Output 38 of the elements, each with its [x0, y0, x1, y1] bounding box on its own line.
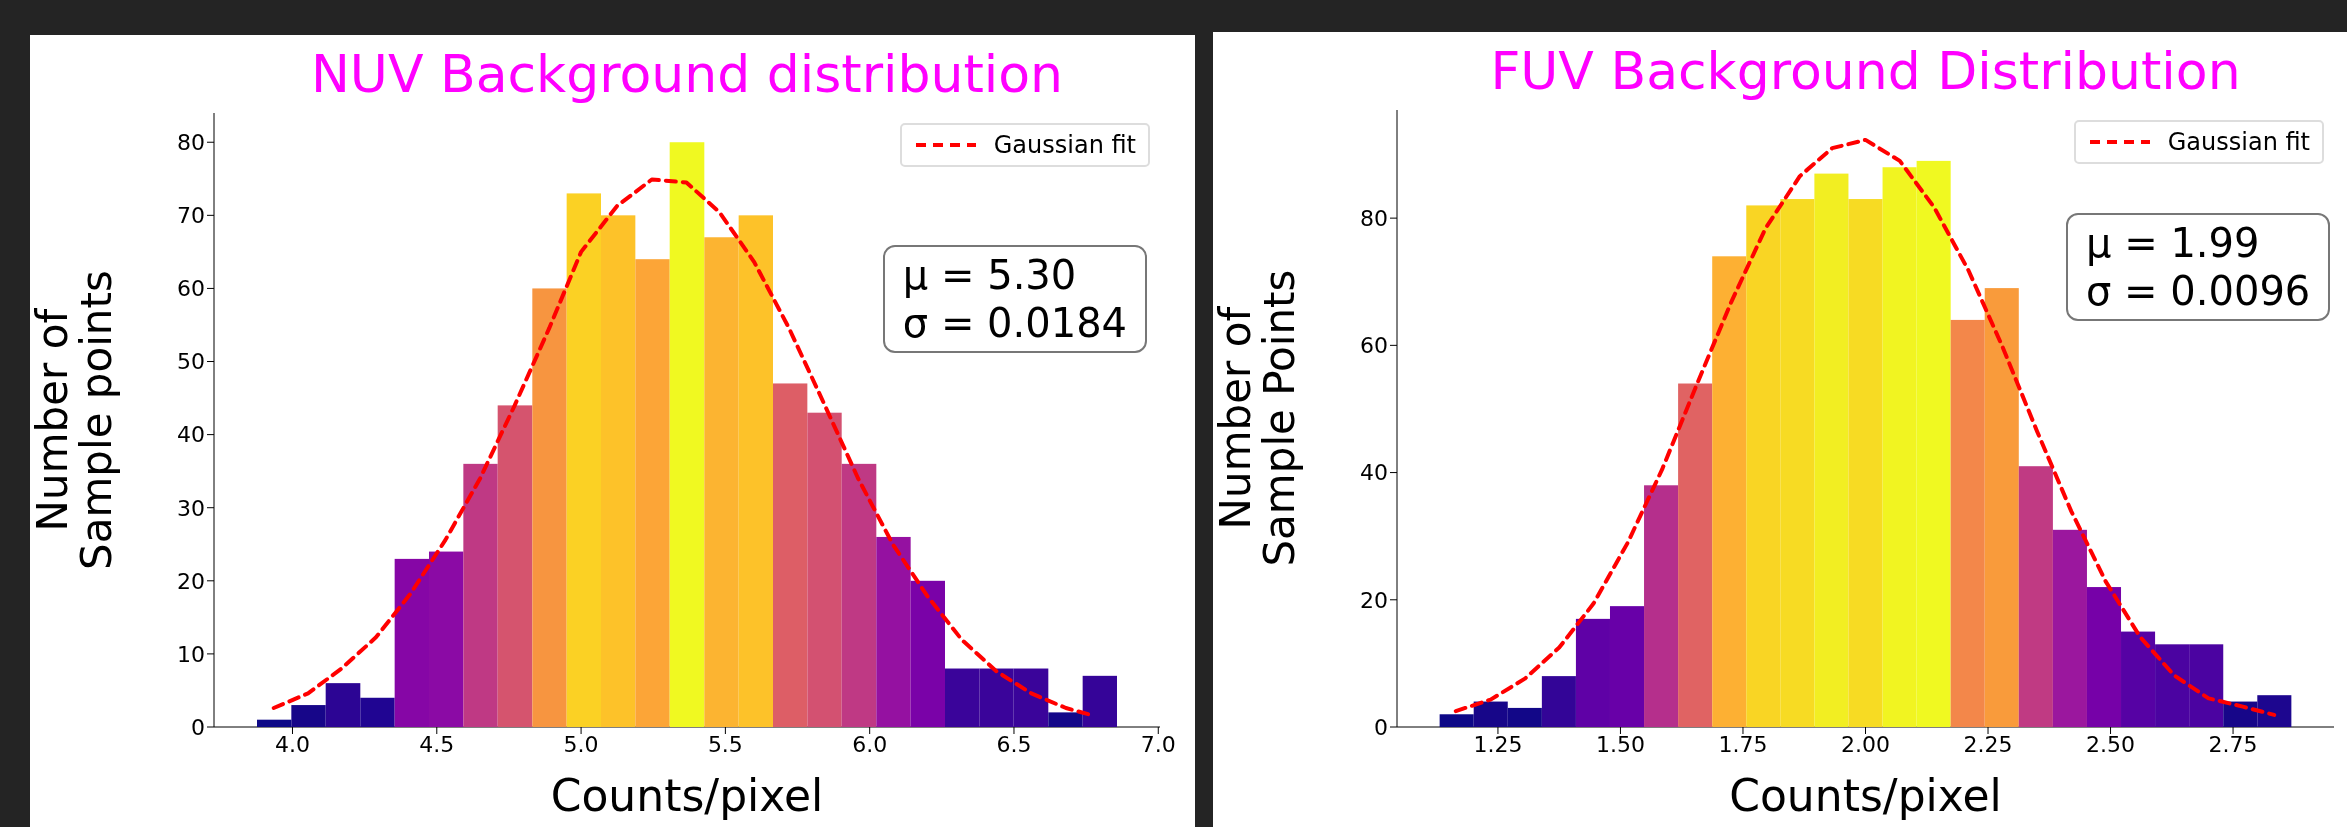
- y-tick-label: 0: [1374, 714, 1388, 740]
- x-tick-label: 2.50: [2086, 731, 2136, 757]
- y-tick-label: 10: [177, 641, 205, 667]
- x-axis-title: Counts/pixel: [1729, 770, 2002, 821]
- y-tick-label: 0: [191, 714, 205, 740]
- y-tick-label: 30: [177, 495, 205, 521]
- annotation: μ = 1.99 σ = 0.0096: [2086, 219, 2311, 316]
- x-tick-label: 7.0: [1140, 731, 1176, 757]
- x-tick-label: 6.0: [852, 731, 888, 757]
- chart-title: NUV Background distribution: [309, 43, 1065, 106]
- y-tick-label: 70: [177, 203, 205, 229]
- y-axis-title: Number of Sample points: [27, 270, 122, 570]
- y-tick-label: 40: [1360, 460, 1388, 486]
- y-tick-label: 20: [177, 568, 205, 594]
- y-tick-label: 80: [1360, 205, 1388, 231]
- x-tick-label: 1.25: [1473, 731, 1523, 757]
- y-tick-label: 60: [1360, 333, 1388, 359]
- x-axis-title: Counts/pixel: [550, 770, 824, 821]
- x-tick-label: 5.5: [707, 731, 743, 757]
- x-tick-label: 6.5: [996, 731, 1032, 757]
- x-tick-label: 2.25: [1963, 731, 2013, 757]
- x-tick-label: 4.5: [419, 731, 455, 757]
- x-tick-label: 2.00: [1841, 731, 1890, 757]
- annotation: μ = 5.30 σ = 0.0184: [902, 251, 1128, 347]
- legend-label: Gaussian fit: [993, 131, 1136, 159]
- y-tick-label: 80: [177, 130, 205, 156]
- x-tick-label: 1.75: [1718, 731, 1768, 757]
- x-tick-label: 1.50: [1595, 731, 1645, 757]
- x-tick-label: 4.0: [275, 731, 310, 757]
- y-axis-title: Number of Sample Points: [1210, 270, 1304, 567]
- y-tick-label: 40: [177, 422, 205, 448]
- legend-label: Gaussian fit: [2167, 128, 2310, 156]
- chart-title: FUV Background Distribution: [1489, 40, 2242, 103]
- y-tick-label: 50: [177, 349, 205, 375]
- y-tick-label: 20: [1360, 587, 1388, 613]
- x-tick-label: 5.0: [563, 731, 599, 757]
- y-tick-label: 60: [177, 276, 205, 302]
- x-tick-label: 2.75: [2208, 731, 2258, 757]
